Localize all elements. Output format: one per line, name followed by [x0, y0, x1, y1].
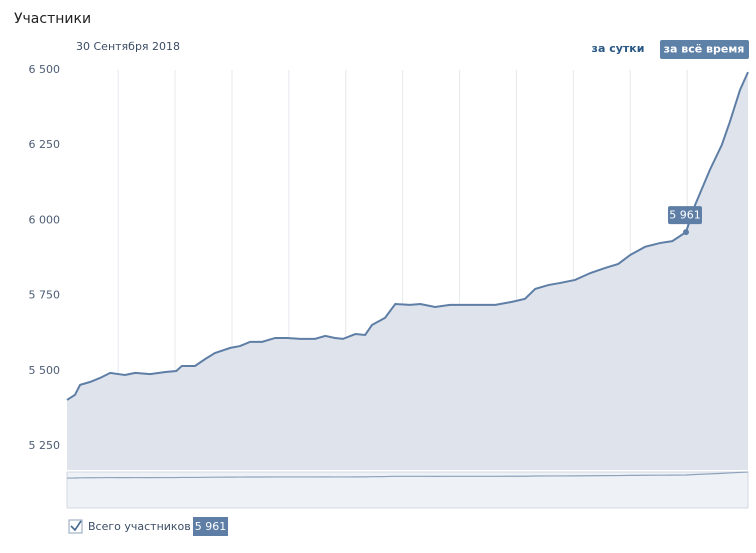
all-time-button-bg[interactable] [660, 40, 749, 59]
navigator-line [66, 471, 749, 479]
y-tick-label: 5 500 [29, 364, 61, 377]
tooltip-bg [667, 206, 702, 225]
date-label: 30 Сентября 2018 [76, 40, 180, 53]
tooltip-label: 5 961 [669, 209, 701, 222]
chart-title: Участники [14, 11, 91, 27]
y-tick-label: 6 250 [29, 138, 61, 151]
all-time-button[interactable]: за всё время [664, 43, 745, 56]
checkmark [70, 520, 82, 532]
y-tick-label: 6 000 [29, 213, 61, 226]
y-tick-label: 5 750 [29, 289, 61, 302]
y-tick-label: 6 500 [29, 63, 61, 76]
legend-badge [193, 517, 228, 536]
legend-value: 5 961 [195, 520, 227, 533]
highlight-point [682, 229, 689, 236]
legend-label[interactable]: Всего участников [88, 520, 191, 533]
day-button[interactable]: за сутки [592, 42, 645, 55]
area [67, 72, 748, 471]
y-tick-label: 5 250 [29, 439, 61, 452]
line [66, 71, 749, 401]
